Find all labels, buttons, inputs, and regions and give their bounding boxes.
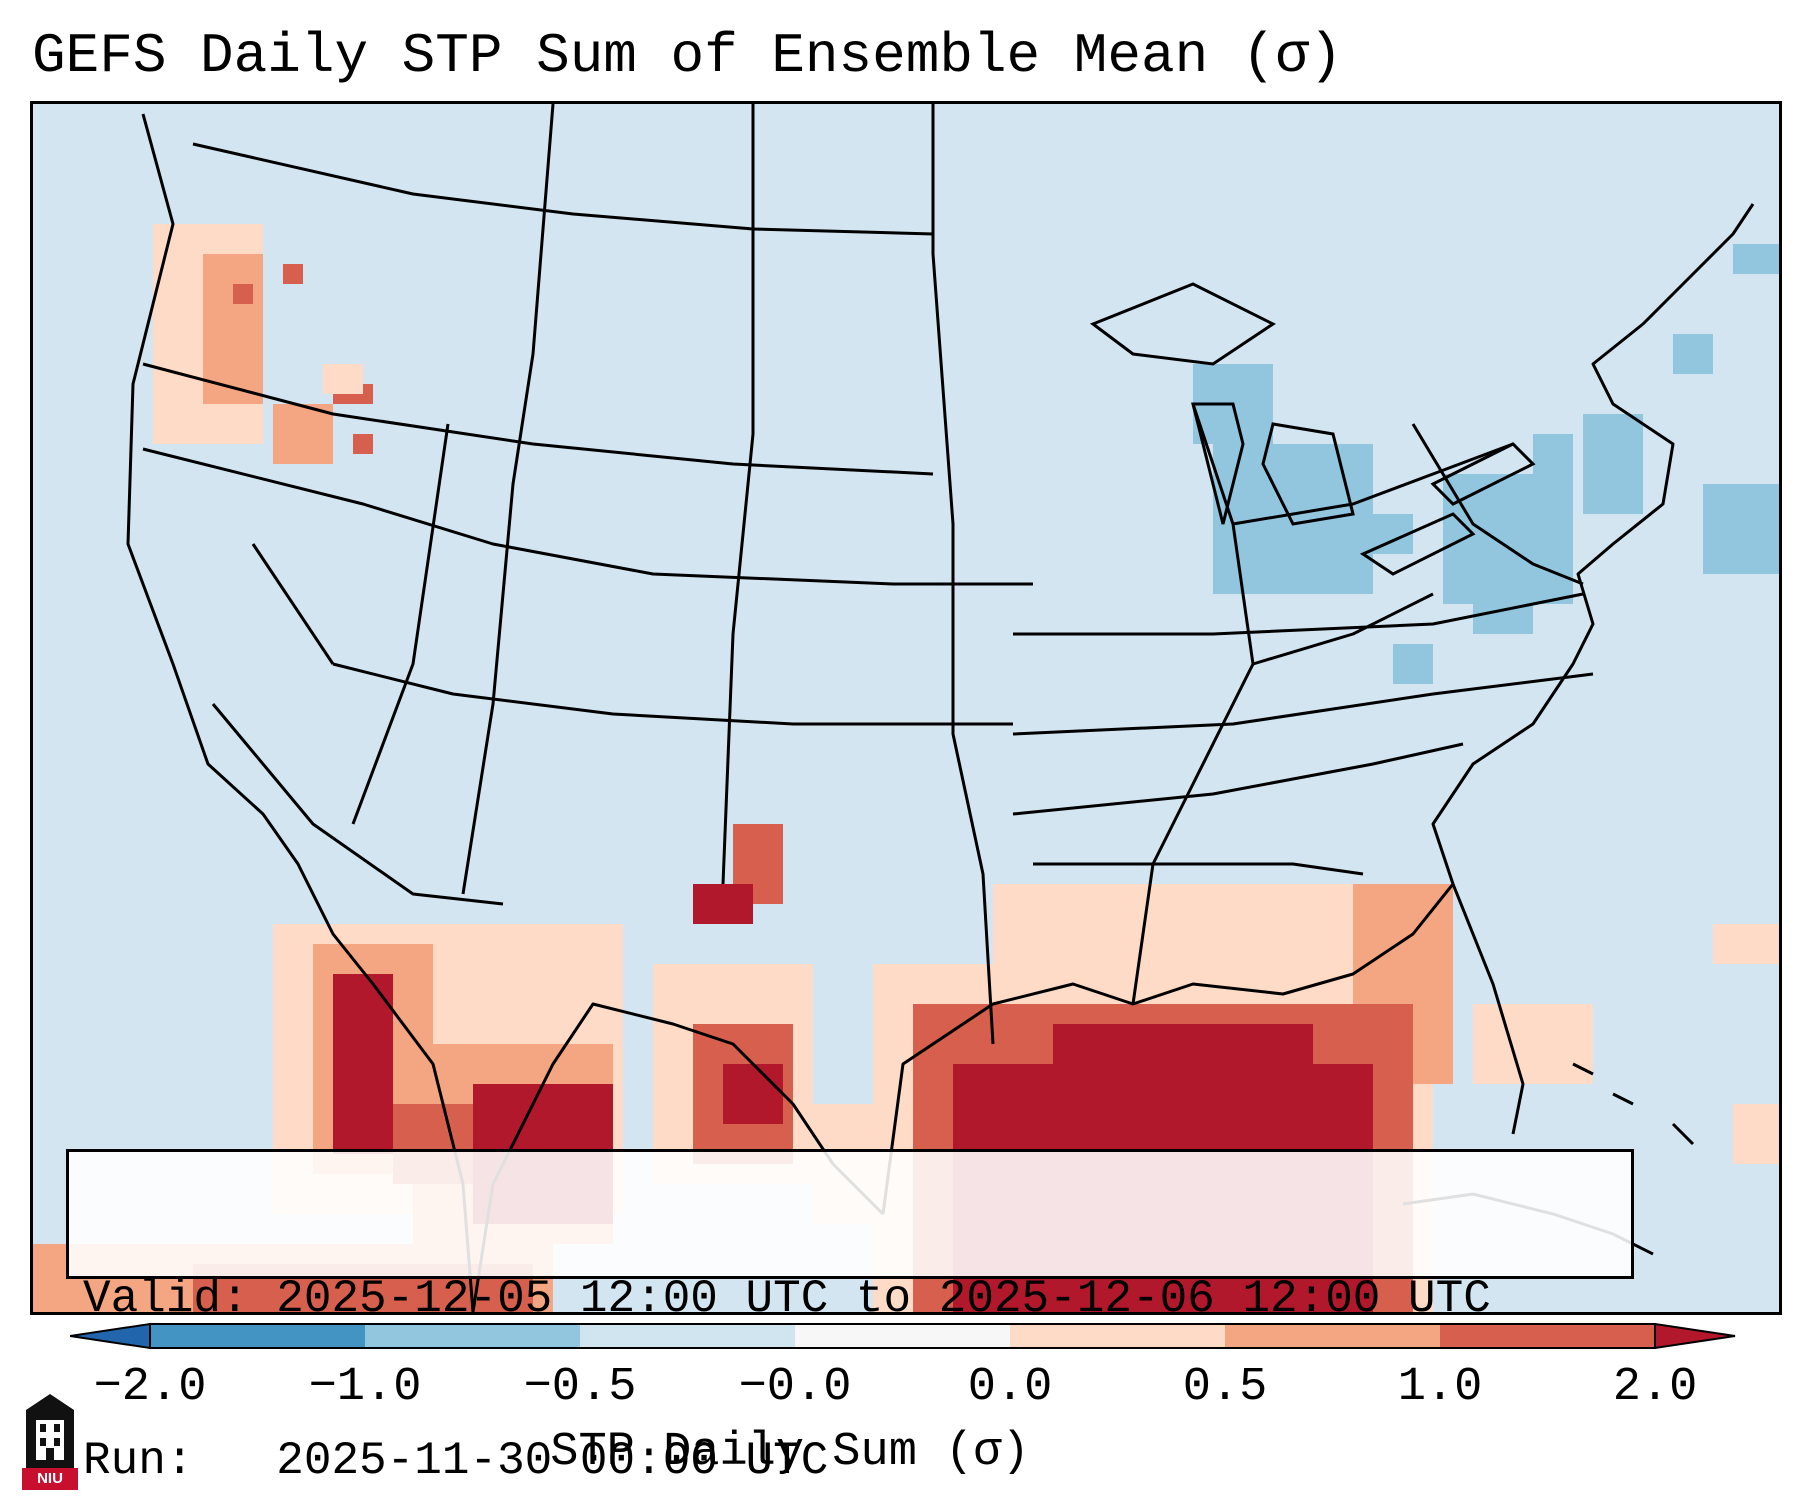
colorbar-label: STP Daily Sum (σ) [550,1426,1030,1479]
colorbar-frame [149,1323,1656,1349]
university-tower-icon [22,1394,78,1490]
great-lakes-outline [1089,282,1536,576]
colorbar-tick: 0.0 [967,1361,1053,1414]
colorbar-tick: −2.0 [93,1361,207,1414]
colorbar-extend-high [1654,1322,1736,1350]
pacific-northwest-stp [153,224,373,464]
run-line: Run: 2025-11-30 00:00 UTC [83,1435,829,1487]
colorbar-seg-m2-m1 [150,1324,365,1348]
map-svg [33,104,1779,1312]
figure-title: GEFS Daily STP Sum of Ensemble Mean (σ) [32,24,1343,88]
valid-line: Valid: 2025-12-05 12:00 UTC to 2025-12-0… [83,1273,1491,1325]
colorbar-seg-0-05 [1010,1324,1225,1348]
colorbar-tick: −0.0 [738,1361,852,1414]
colorbar-tick: 0.5 [1182,1361,1268,1414]
state-boundaries [126,104,1755,1312]
colorbar-seg-m05-m0 [580,1324,795,1348]
colorbar-seg-m1-m05 [365,1324,580,1348]
colorbar [70,1322,1736,1350]
colorbar-seg-05-1 [1225,1324,1440,1348]
map-panel [30,101,1782,1315]
colorbar-tick: −1.0 [308,1361,422,1414]
logo-text: NIU [37,1470,63,1487]
northeast-negative-stp [1193,244,1779,684]
colorbar-seg-1-2 [1440,1324,1655,1348]
colorbar-tick: 1.0 [1397,1361,1483,1414]
valid-time-box: Valid: 2025-12-05 12:00 UTC to 2025-12-0… [66,1149,1634,1487]
colorbar-extend-low [70,1322,151,1350]
colorbar-tick: −0.5 [523,1361,637,1414]
colorbar-tick: 2.0 [1612,1361,1698,1414]
colorbar-seg-m0-0 [795,1324,1010,1348]
